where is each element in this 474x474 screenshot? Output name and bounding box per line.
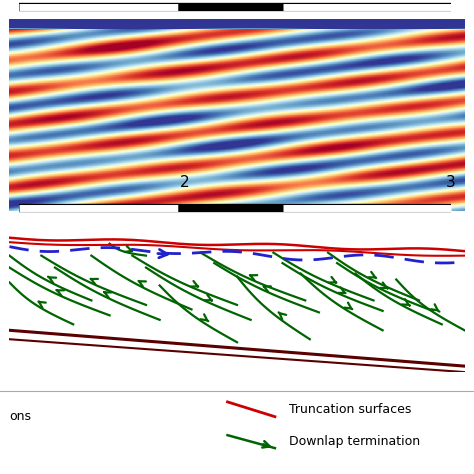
Text: 2: 2 (180, 175, 190, 190)
Text: Truncation surfaces: Truncation surfaces (289, 403, 411, 416)
Text: ons: ons (9, 410, 31, 423)
Text: Downlap termination: Downlap termination (289, 435, 420, 448)
Text: 3: 3 (446, 175, 456, 190)
